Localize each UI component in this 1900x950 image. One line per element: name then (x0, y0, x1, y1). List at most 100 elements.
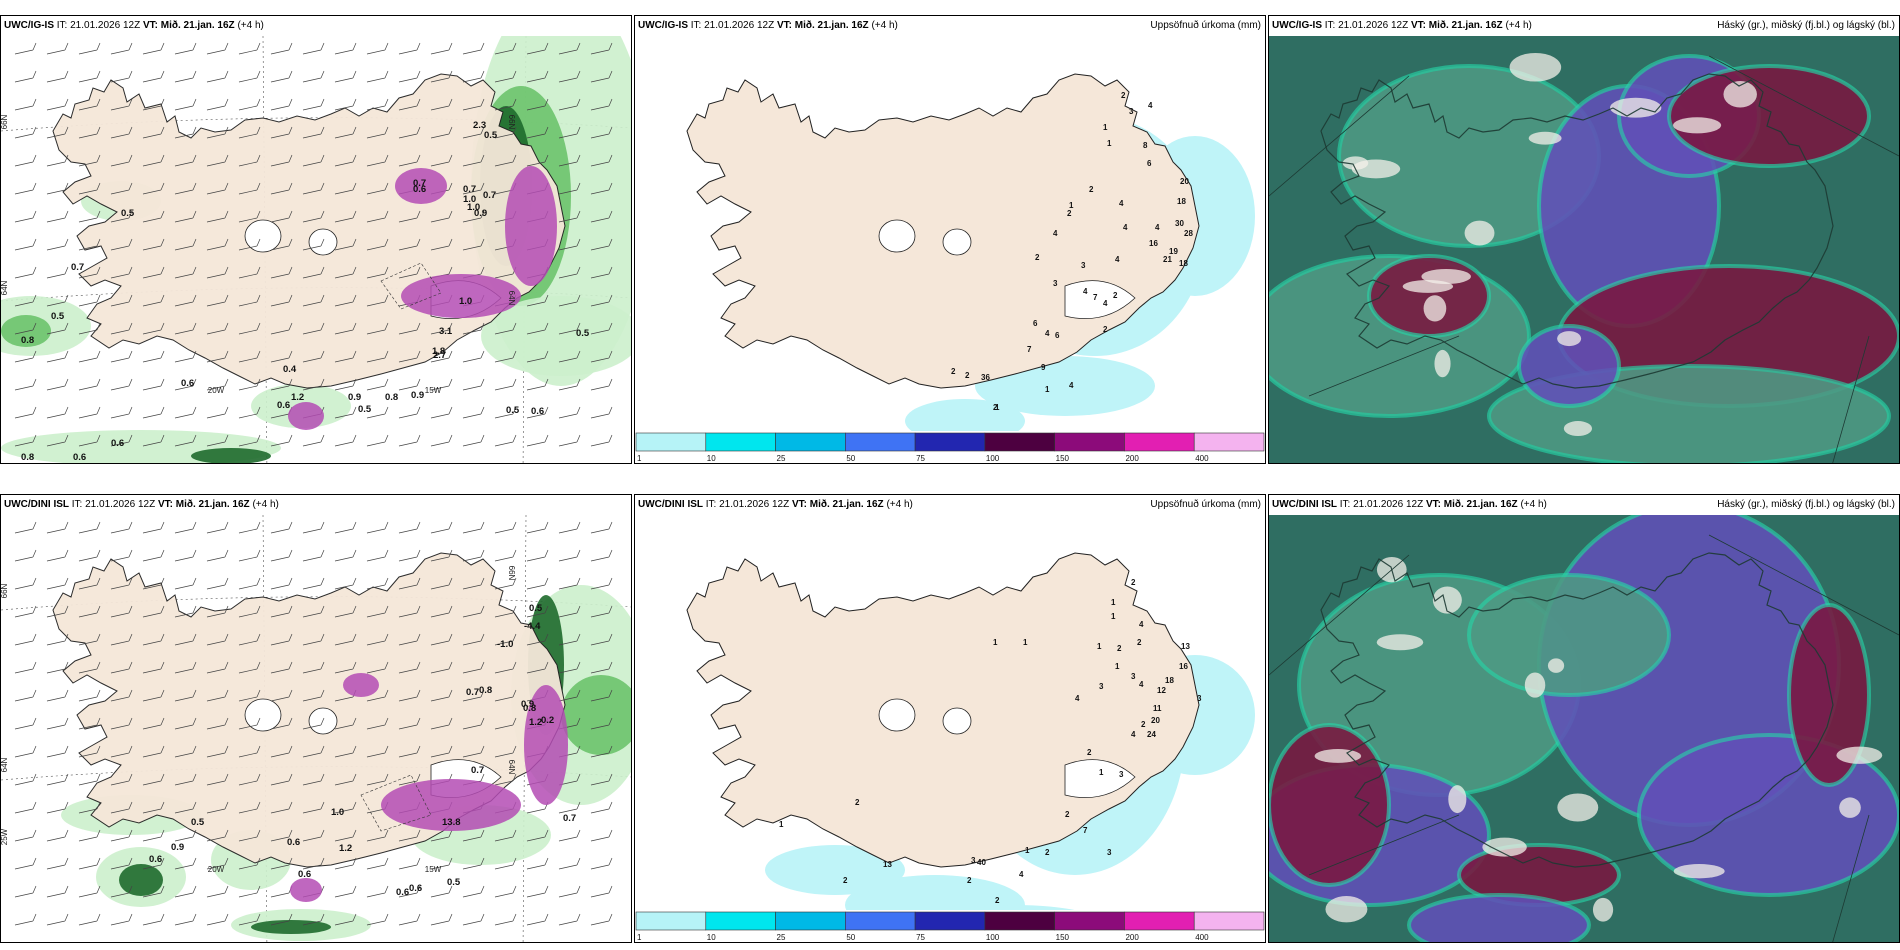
precip-value: 0.7 (471, 765, 484, 776)
accum-value: 8 (1143, 141, 1148, 150)
accum-value: 16 (1149, 239, 1158, 248)
heavy-precip-0 (401, 274, 521, 318)
accum-value: 2 (1113, 291, 1118, 300)
precip-value: 0.6 (396, 887, 409, 898)
accum-value: 4 (1155, 223, 1160, 232)
precip-area-6 (191, 448, 271, 463)
cloud-area-3 (1269, 723, 1391, 887)
panel-header: UWC/IG-IS IT: 21.01.2026 12Z VT: Mið. 21… (635, 16, 1265, 36)
map-canvas (1269, 36, 1899, 463)
accum-value: 1 (993, 638, 998, 647)
accum-value: 28 (1184, 229, 1193, 238)
precip-value: 0.6 (409, 883, 422, 894)
colorbar-label: 25 (777, 454, 786, 463)
colorbar: 1 10 25 50 75 100 150 200 400 (635, 431, 1265, 463)
accum-value: 2 (855, 798, 860, 807)
accum-value: 2 (967, 876, 972, 885)
accum-value: 1 (1099, 768, 1104, 777)
valid-time: Mið. 21.jan. 16Z (1428, 20, 1503, 31)
accum-value: 20 (1180, 177, 1189, 186)
colorbar-label: 50 (846, 454, 855, 463)
precip-value: 0.7 (563, 813, 576, 824)
precip-value: 1.2 (529, 717, 542, 728)
lead-time: (+4 h) (1505, 20, 1532, 31)
precip-value: 1.0 (467, 202, 480, 213)
axis-label: 15W (425, 386, 442, 395)
init-time: IT: 21.01.2026 12Z (690, 20, 775, 31)
precip-value: 1.2 (291, 392, 304, 403)
precip-value: 3.1 (439, 326, 453, 337)
cloud-gap-3 (1528, 131, 1562, 145)
precip-value: 0.8 (21, 452, 34, 463)
precip-value: 0.6 (149, 854, 162, 865)
precip-value: 0.7 (466, 687, 479, 698)
precip-value: 0.7 (413, 178, 426, 189)
panel-field-title: Háský (gr.), miðský (fj.bl.) og lágský (… (1717, 20, 1895, 31)
accum-value: 1 (1097, 642, 1102, 651)
cloud-gap-1 (1673, 117, 1722, 134)
colorbar-label: 400 (1195, 933, 1209, 942)
colorbar-swatch (1054, 911, 1125, 931)
precip-value: 0.5 (51, 311, 65, 322)
colorbar-label: 100 (986, 454, 1000, 463)
cloud-gap-7 (1402, 279, 1454, 293)
accum-value: 2 (1035, 253, 1040, 262)
precip-area-1 (561, 675, 631, 755)
colorbar-label: 400 (1195, 454, 1209, 463)
axis-label: 64N (507, 760, 516, 775)
accum-value: 3 (1107, 848, 1112, 857)
accum-value: 24 (1147, 730, 1156, 739)
precip-area-4 (1, 315, 51, 347)
accum-value: 3 (1053, 279, 1058, 288)
colorbar-swatch (845, 911, 916, 931)
valid-time-prefix: VT: (776, 20, 792, 31)
accum-value: 7 (1027, 345, 1032, 354)
accum-value: 13 (1181, 642, 1190, 651)
heavy-precip-3 (343, 673, 379, 697)
accum-value: 2 (1103, 325, 1108, 334)
model-name: UWC/IG-IS (4, 20, 54, 31)
model-name: UWC/IG-IS (1272, 20, 1322, 31)
colorbar-swatch (914, 432, 986, 452)
panel-header: UWC/DINI ISL IT: 21.01.2026 12Z VT: Mið.… (635, 495, 1265, 515)
valid-time-prefix: VT: (1425, 499, 1441, 510)
accum-value: 40 (977, 858, 986, 867)
colorbar-swatch (705, 911, 776, 931)
precip-value: -1.0 (497, 639, 513, 650)
panel-header: UWC/IG-IS IT: 21.01.2026 12Z VT: Mið. 21… (1, 16, 631, 36)
precip-value: 1.0 (459, 296, 472, 307)
accum-value: 4 (1103, 299, 1108, 308)
accum-value: 2 (843, 876, 848, 885)
accum-value: 1 (779, 820, 784, 829)
colorbar-swatch (775, 432, 846, 452)
precip-value: 0.6 (111, 438, 124, 449)
cloud-area-8 (1407, 893, 1591, 942)
accum-value: 4 (1139, 620, 1144, 629)
cloud-gap-13 (1610, 97, 1662, 118)
precip-value: 0.5 (576, 328, 590, 339)
accum-value: 2 (1141, 720, 1146, 729)
valid-time: Mið. 21.jan. 16Z (1443, 499, 1518, 510)
colorbar-swatch (775, 911, 846, 931)
accum-value: 16 (1179, 662, 1188, 671)
precip-value: 0.9 (348, 392, 361, 403)
accum-value: 18 (1165, 676, 1174, 685)
map-panel-p5: UWC/DINI ISL IT: 21.01.2026 12Z VT: Mið.… (634, 494, 1266, 943)
grid-lines (1269, 55, 1899, 463)
heavy-precip-1 (524, 685, 568, 805)
precip-area-9 (481, 296, 631, 376)
precip-value: 0.7 (483, 190, 496, 201)
precip-value: 0.9 (411, 390, 424, 401)
colorbar-label: 1 (637, 454, 642, 463)
precip-value: 0.9 (474, 208, 487, 219)
glacier-hofsjokull (942, 707, 972, 735)
cloud-gap-0 (1557, 331, 1582, 347)
colorbar-swatch (1124, 432, 1195, 452)
accum-value: 1 (1115, 662, 1120, 671)
axis-label: 66N (507, 566, 516, 581)
colorbar-swatch (1054, 432, 1125, 452)
heavy-precip-2 (290, 878, 322, 902)
accum-value: 1 (1025, 846, 1030, 855)
colorbar-label: 150 (1056, 454, 1070, 463)
